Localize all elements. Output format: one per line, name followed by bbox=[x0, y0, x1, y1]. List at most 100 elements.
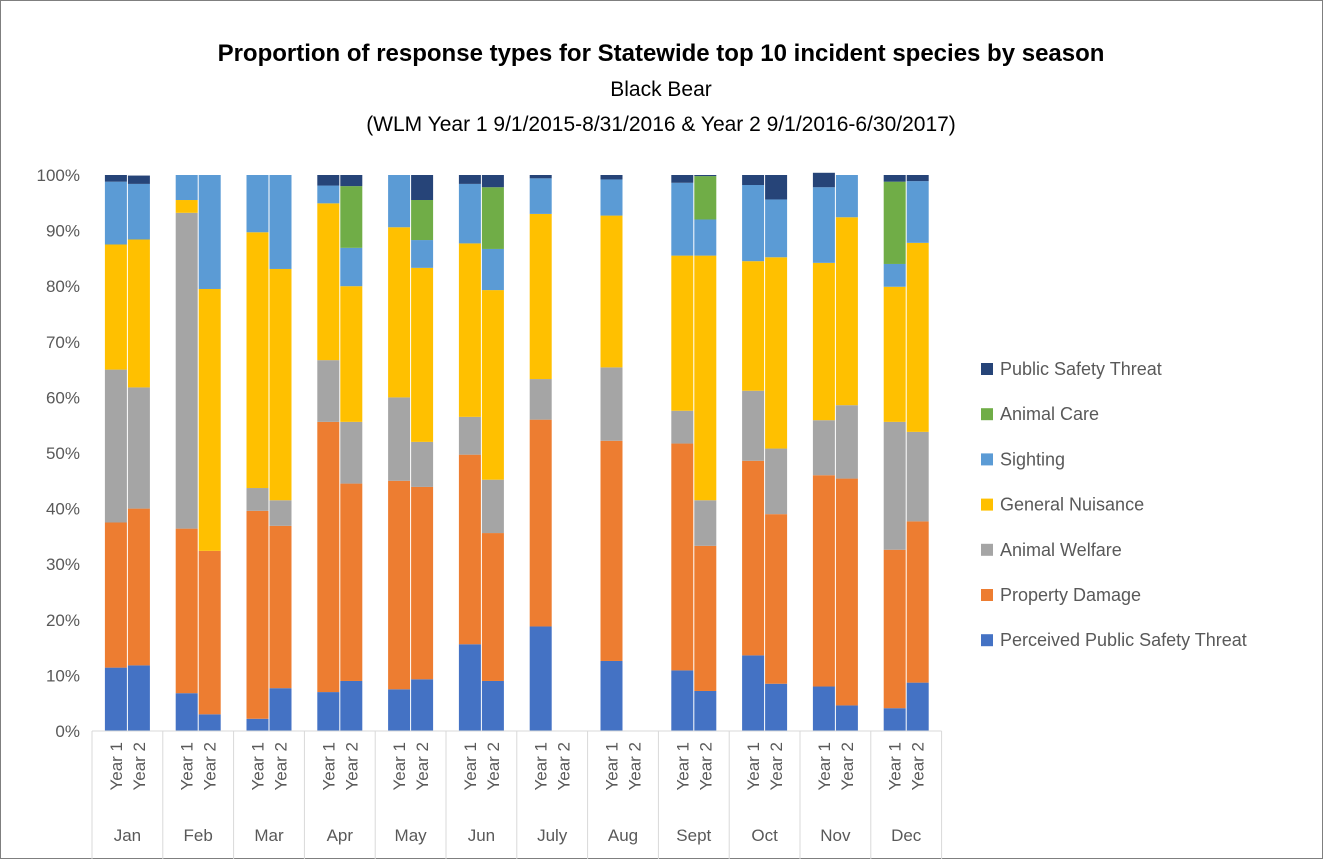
bar-segment-animal-welfare bbox=[812, 420, 835, 476]
bar-segment-general-nuisance bbox=[104, 244, 127, 370]
bar-segment-perceived-public-safety-threat bbox=[104, 667, 127, 731]
bar-segment-perceived-public-safety-threat bbox=[600, 660, 623, 731]
y-tick-label: 30% bbox=[46, 555, 80, 574]
bar-segment-animal-welfare bbox=[411, 441, 434, 487]
bar-segment-general-nuisance bbox=[388, 227, 411, 398]
y-tick-label: 80% bbox=[46, 277, 80, 296]
bar-segment-perceived-public-safety-threat bbox=[671, 670, 694, 731]
x-subcategory-label: Year 1 bbox=[390, 742, 409, 791]
bar-segment-sighting bbox=[906, 181, 929, 243]
bar-segment-perceived-public-safety-threat bbox=[411, 679, 434, 731]
bar-segment-animal-welfare bbox=[883, 421, 906, 550]
x-subcategory-label: Year 2 bbox=[555, 742, 574, 791]
x-subcategory-label: Year 2 bbox=[484, 742, 503, 791]
bar-segment-property-damage bbox=[127, 508, 150, 666]
x-subcategory-label: Year 2 bbox=[413, 742, 432, 791]
bar-segment-animal-welfare bbox=[529, 379, 552, 420]
bar-segment-sighting bbox=[742, 185, 765, 262]
bar-segment-property-damage bbox=[269, 525, 292, 689]
bar-segment-animal-welfare bbox=[765, 448, 788, 515]
bar-segment-animal-care bbox=[411, 200, 434, 241]
bar-segment-animal-welfare bbox=[671, 410, 694, 444]
bar-segment-sighting bbox=[127, 183, 150, 240]
bar-segment-sighting bbox=[765, 199, 788, 258]
bar-segment-general-nuisance bbox=[835, 217, 858, 406]
bar-segment-property-damage bbox=[906, 521, 929, 683]
bar-segment-animal-welfare bbox=[104, 369, 127, 523]
bar-segment-property-damage bbox=[600, 440, 623, 661]
x-subcategory-label: Year 2 bbox=[201, 742, 220, 791]
bar-segment-perceived-public-safety-threat bbox=[835, 705, 858, 731]
bar-segment-sighting bbox=[694, 219, 717, 256]
bar-segment-perceived-public-safety-threat bbox=[340, 680, 363, 731]
bar-segment-animal-welfare bbox=[835, 405, 858, 479]
bar-segment-perceived-public-safety-threat bbox=[742, 655, 765, 731]
bar-segment-public-safety-threat bbox=[317, 175, 340, 186]
bar-segment-public-safety-threat bbox=[127, 175, 150, 184]
bar-segment-sighting bbox=[411, 240, 434, 268]
bar-segment-animal-welfare bbox=[269, 500, 292, 526]
x-subcategory-label: Year 2 bbox=[130, 742, 149, 791]
bar-segment-property-damage bbox=[742, 460, 765, 656]
y-tick-label: 70% bbox=[46, 333, 80, 352]
x-group-label: Aug bbox=[608, 826, 638, 845]
bar-segment-animal-welfare bbox=[340, 421, 363, 484]
bar-segment-property-damage bbox=[246, 510, 269, 719]
bar-segment-animal-welfare bbox=[175, 212, 198, 529]
bar-segment-public-safety-threat bbox=[481, 175, 504, 188]
bar-segment-sighting bbox=[246, 175, 269, 233]
bar-segment-property-damage bbox=[458, 454, 481, 645]
legend-label: General Nuisance bbox=[1000, 495, 1144, 515]
bar-segment-property-damage bbox=[812, 475, 835, 687]
legend-label: Animal Care bbox=[1000, 404, 1099, 424]
bar-segment-general-nuisance bbox=[458, 243, 481, 417]
bar-segment-property-damage bbox=[883, 549, 906, 709]
bar-segment-sighting bbox=[198, 175, 221, 289]
y-tick-label: 40% bbox=[46, 500, 80, 519]
bar-segment-public-safety-threat bbox=[671, 175, 694, 183]
y-tick-label: 0% bbox=[55, 722, 80, 741]
bar-segment-sighting bbox=[812, 187, 835, 263]
bar-segment-sighting bbox=[529, 178, 552, 214]
y-axis: 0% 10% 20% 30% 40% 50% 60% 70% 80% 90% 100% bbox=[37, 166, 80, 741]
bar-segment-public-safety-threat bbox=[765, 175, 788, 200]
x-subcategory-label: Year 2 bbox=[342, 742, 361, 791]
bar-segment-animal-welfare bbox=[246, 488, 269, 511]
bar-segment-general-nuisance bbox=[317, 203, 340, 361]
y-tick-label: 90% bbox=[46, 222, 80, 241]
x-subcategory-label: Year 1 bbox=[673, 742, 692, 791]
bar-segment-property-damage bbox=[671, 443, 694, 671]
bars bbox=[104, 172, 929, 731]
legend-swatch bbox=[981, 408, 993, 421]
bar-segment-animal-welfare bbox=[694, 500, 717, 546]
bar-segment-property-damage bbox=[198, 550, 221, 715]
bar-segment-animal-welfare bbox=[458, 416, 481, 455]
bar-segment-sighting bbox=[883, 263, 906, 287]
bar-segment-perceived-public-safety-threat bbox=[883, 708, 906, 731]
bar-segment-sighting bbox=[269, 175, 292, 269]
bar-segment-animal-care bbox=[883, 181, 906, 264]
x-group-label: Feb bbox=[184, 826, 213, 845]
x-subcategory-label: Year 1 bbox=[603, 742, 622, 791]
legend-swatch bbox=[981, 634, 993, 647]
legend-label: Public Safety Threat bbox=[1000, 359, 1162, 379]
bar-segment-sighting bbox=[317, 185, 340, 204]
bar-segment-sighting bbox=[175, 175, 198, 201]
legend-swatch bbox=[981, 543, 993, 556]
bar-segment-perceived-public-safety-threat bbox=[246, 718, 269, 731]
bar-segment-property-damage bbox=[340, 483, 363, 681]
bar-segment-property-damage bbox=[317, 421, 340, 693]
x-subcategory-label: Year 1 bbox=[532, 742, 551, 791]
bar-segment-perceived-public-safety-threat bbox=[388, 689, 411, 731]
bar-segment-perceived-public-safety-threat bbox=[458, 644, 481, 731]
legend-swatch bbox=[981, 589, 993, 601]
bar-segment-animal-welfare bbox=[388, 397, 411, 481]
bar-segment-perceived-public-safety-threat bbox=[317, 692, 340, 731]
x-subcategory-label: Year 1 bbox=[461, 742, 480, 791]
bar-segment-animal-welfare bbox=[127, 387, 150, 509]
bar-segment-public-safety-threat bbox=[411, 175, 434, 201]
bar-segment-property-damage bbox=[529, 419, 552, 627]
bar-segment-sighting bbox=[458, 183, 481, 244]
bar-segment-animal-welfare bbox=[742, 390, 765, 461]
